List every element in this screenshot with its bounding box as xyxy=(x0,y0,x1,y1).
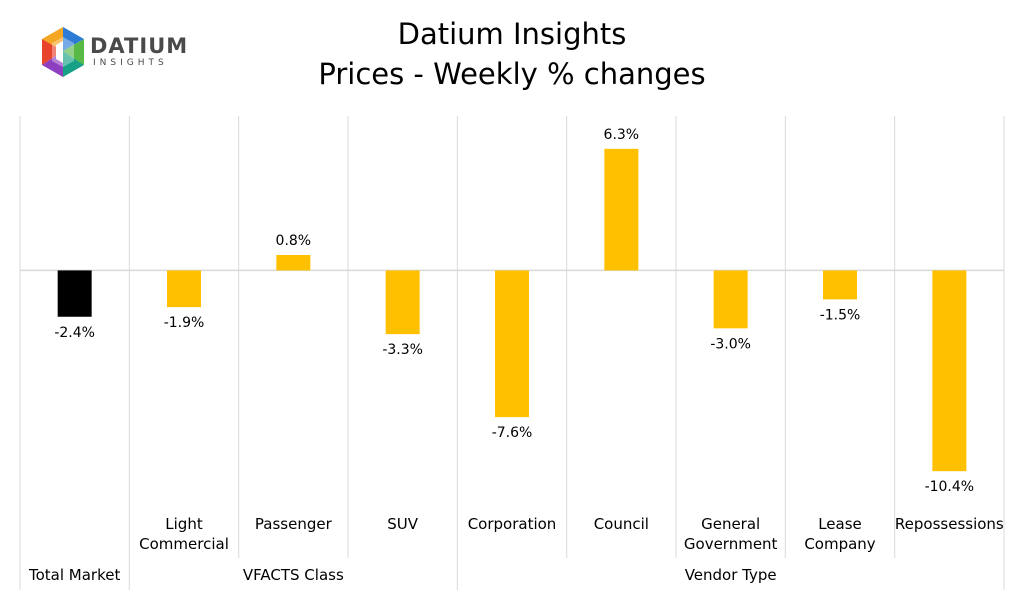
category-label: Total Market xyxy=(28,566,120,584)
bar xyxy=(932,270,967,472)
bar xyxy=(604,148,639,271)
category-label: General xyxy=(701,515,760,533)
category-label: SUV xyxy=(387,515,419,533)
logo-subtitle: INSIGHTS xyxy=(93,58,168,68)
bar xyxy=(57,270,92,317)
bar xyxy=(276,254,311,271)
bar xyxy=(167,270,201,308)
bar xyxy=(713,270,748,329)
category-label: Government xyxy=(684,535,778,553)
category-label: Light xyxy=(165,515,203,533)
datium-logo: DATIUM INSIGHTS xyxy=(38,25,198,85)
chart-subtitle: Prices - Weekly % changes xyxy=(318,57,706,91)
logo-wordmark: DATIUM xyxy=(90,34,189,58)
bar-value-label: -1.5% xyxy=(820,307,861,323)
category-label: Corporation xyxy=(468,515,557,533)
category-label: Lease xyxy=(818,515,862,533)
chart-title: Datium Insights xyxy=(397,17,627,51)
category-label: Council xyxy=(594,515,649,533)
bar-value-label: 0.8% xyxy=(276,233,312,249)
category-label: Repossessions xyxy=(895,515,1004,533)
bar-value-label: 6.3% xyxy=(604,127,640,143)
category-label: Passenger xyxy=(255,515,333,533)
bar xyxy=(385,270,420,335)
bar-value-label: -2.4% xyxy=(54,325,95,341)
bar xyxy=(823,270,857,300)
bar-value-label: -3.0% xyxy=(710,336,751,352)
group-label: Vendor Type xyxy=(685,566,777,584)
category-label: Company xyxy=(804,535,875,553)
bar xyxy=(495,270,529,418)
bar-value-label: -7.6% xyxy=(492,425,533,441)
bar-value-label: -1.9% xyxy=(164,315,205,331)
group-label: VFACTS Class xyxy=(243,566,344,584)
bar-value-label: -3.3% xyxy=(382,342,423,358)
category-label: Commercial xyxy=(139,535,229,553)
datium-logo-icon xyxy=(42,27,84,77)
bar-value-label: -10.4% xyxy=(925,479,975,495)
